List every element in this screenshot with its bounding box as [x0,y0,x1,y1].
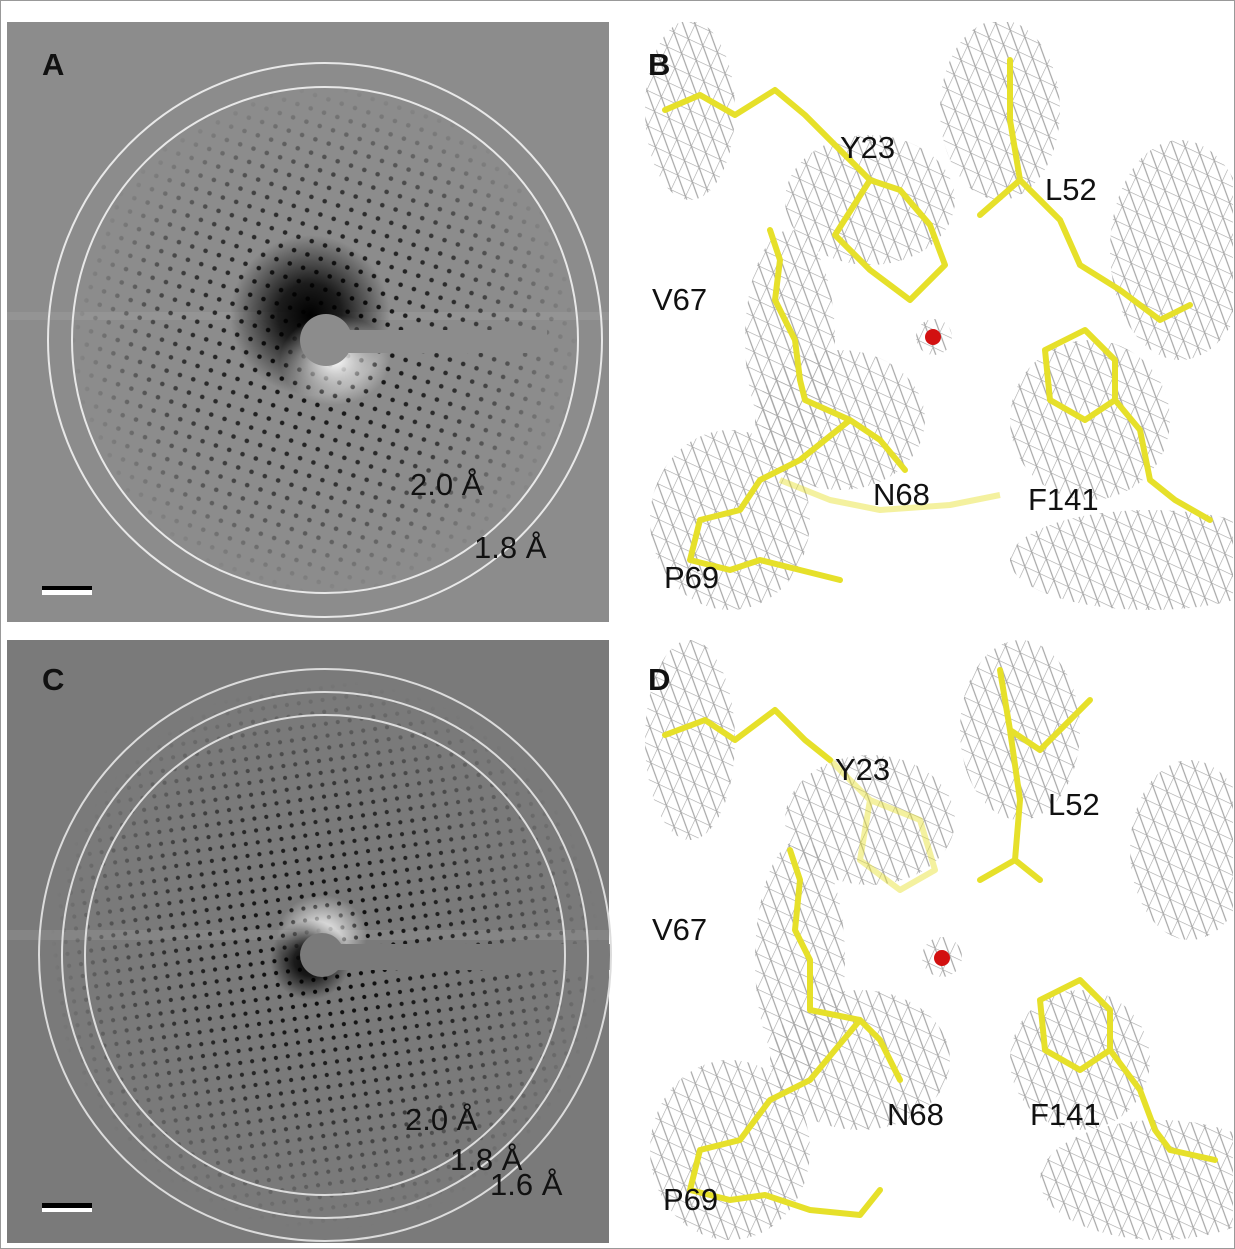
resolution-label: 1.8 Å [474,530,547,565]
residue-label: F141 [1030,1097,1101,1132]
resolution-label: 2.0 Å [410,467,483,502]
residue-label: Y23 [835,752,890,787]
residue-label: V67 [652,282,707,317]
residue-label: N68 [873,477,930,512]
panel-c: C 2.0 Å 1.8 Å 1.6 Å [7,640,612,1243]
resolution-label: 1.6 Å [490,1167,563,1202]
water [925,329,941,345]
residue-label: N68 [887,1097,944,1132]
resolution-label: 1.8 Å [450,1142,523,1177]
panel-d: D Y23 L52 V67 N68 F141 P69 [622,640,1233,1243]
residue-label: P69 [663,1182,718,1217]
residue-label: P69 [664,560,719,595]
water [934,950,950,966]
residue-label: Y23 [840,130,895,165]
resolution-label: 2.0 Å [405,1102,478,1137]
panel-label: C [42,662,64,697]
residue-label: L52 [1048,787,1100,822]
panel-label: B [648,47,670,82]
residue-label: F141 [1028,482,1099,517]
panel-label: A [42,47,64,82]
residue-label: L52 [1045,172,1097,207]
panel-b: B Y23 L52 V67 N68 F141 P69 [622,22,1233,622]
panel-a: A 2.0 Å 1.8 Å [7,22,609,622]
panel-label: D [648,662,670,697]
residue-label: V67 [652,912,707,947]
